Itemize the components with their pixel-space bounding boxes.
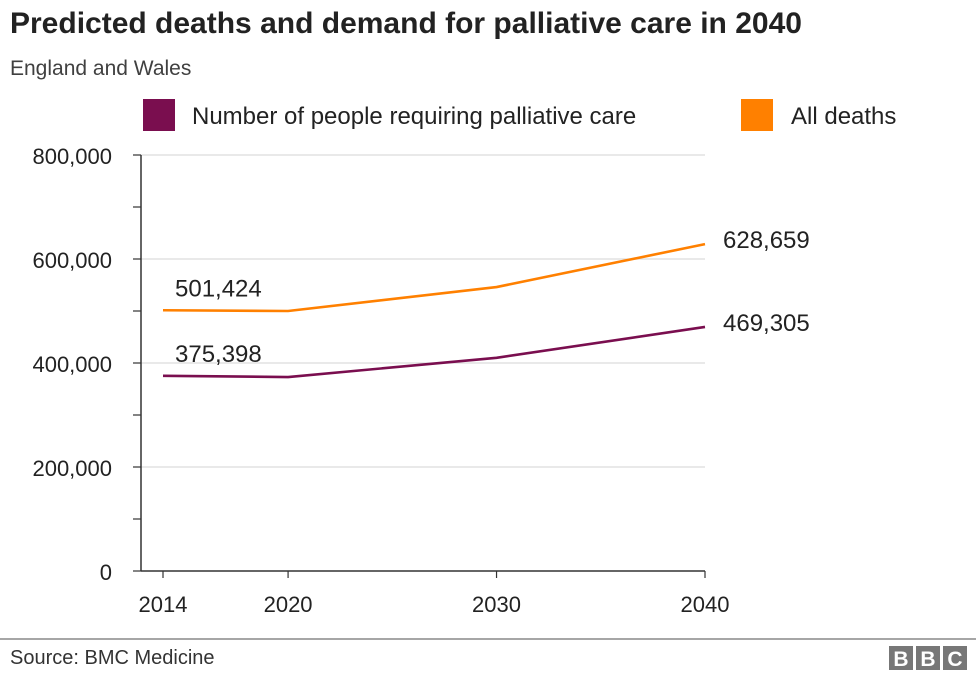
data-label: 501,424 [175, 275, 262, 302]
axes: 0 200,000 400,000 600,000 800,000 2014 2020 203… [32, 144, 729, 617]
x-tick-label: 2014 [139, 592, 188, 617]
y-tick-label: 600,000 [32, 248, 112, 273]
series-line-1 [162, 242, 706, 313]
logo-block [943, 646, 967, 670]
series-line-0 [162, 325, 706, 379]
chart-subtitle: England and Wales [10, 57, 191, 80]
x-tick-label: 2020 [264, 592, 313, 617]
y-tick-label: 0 [100, 560, 112, 585]
legend-swatch-deaths [741, 99, 773, 131]
source-note: Source: BMC Medicine [10, 647, 215, 669]
x-tick-label: 2040 [681, 592, 730, 617]
legend-swatch-palliative [143, 99, 175, 131]
y-tick-label: 400,000 [32, 352, 112, 377]
series-lines [162, 242, 706, 379]
chart-title: Predicted deaths and demand for palliati… [10, 7, 802, 40]
logo-block [916, 646, 940, 670]
logo-block [889, 646, 913, 670]
data-label: 628,659 [723, 227, 810, 254]
gridlines [141, 154, 705, 468]
legend-label-palliative: Number of people requiring palliative ca… [192, 103, 636, 130]
legend: Number of people requiring palliative ca… [143, 99, 896, 131]
logo-letter: B [920, 648, 935, 671]
x-tick-label: 2030 [472, 592, 521, 617]
data-label: 375,398 [175, 341, 262, 368]
data-label: 469,305 [723, 310, 810, 337]
y-tick-label: 200,000 [32, 456, 112, 481]
y-tick-label: 800,000 [32, 144, 112, 169]
logo-letter: B [893, 648, 908, 671]
data-labels: 375,398 469,305 501,424 628,659 [175, 227, 810, 368]
logo-letter: C [947, 648, 962, 671]
legend-label-deaths: All deaths [791, 103, 896, 130]
